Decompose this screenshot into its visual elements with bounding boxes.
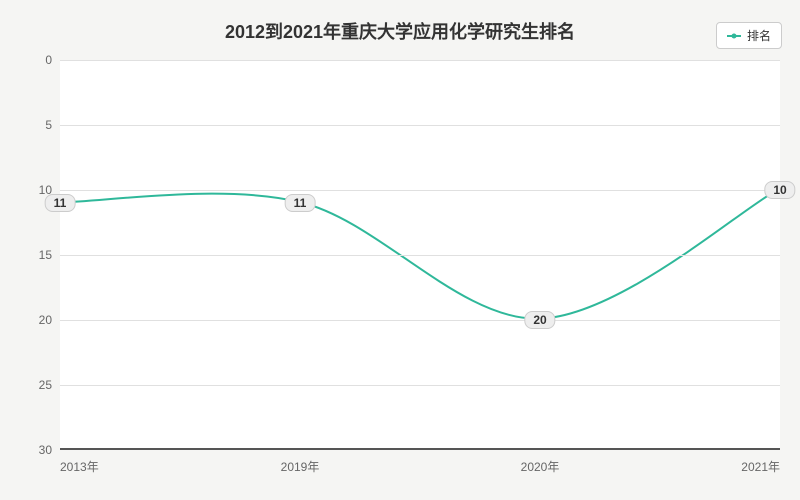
gridline bbox=[60, 190, 780, 191]
data-point-label: 20 bbox=[524, 311, 555, 329]
chart-title: 2012到2021年重庆大学应用化学研究生排名 bbox=[225, 18, 575, 44]
y-tick-label: 20 bbox=[39, 313, 52, 327]
data-point-label: 10 bbox=[764, 181, 795, 199]
x-tick-label: 2013年 bbox=[60, 458, 99, 475]
gridline bbox=[60, 125, 780, 126]
y-tick-label: 5 bbox=[45, 118, 52, 132]
x-tick-label: 2020年 bbox=[521, 458, 560, 475]
x-tick-label: 2021年 bbox=[741, 458, 780, 475]
y-tick-label: 30 bbox=[39, 443, 52, 457]
plot-area: 0510152025302013年2019年2020年2021年11112010 bbox=[60, 60, 780, 450]
legend-label: 排名 bbox=[747, 27, 771, 44]
y-tick-label: 0 bbox=[45, 53, 52, 67]
chart-container: 2012到2021年重庆大学应用化学研究生排名 排名 0 5 10 15 20 25 30 2… bbox=[0, 0, 800, 500]
legend: 排名 bbox=[716, 22, 782, 49]
gridline bbox=[60, 320, 780, 321]
gridline bbox=[60, 385, 780, 386]
y-tick-label: 15 bbox=[39, 248, 52, 262]
legend-marker-icon bbox=[727, 35, 741, 37]
line-layer bbox=[60, 60, 780, 448]
gridline bbox=[60, 60, 780, 61]
y-tick-label: 25 bbox=[39, 378, 52, 392]
data-point-label: 11 bbox=[285, 194, 316, 212]
data-point-label: 11 bbox=[45, 194, 76, 212]
gridline bbox=[60, 255, 780, 256]
x-tick-label: 2019年 bbox=[281, 458, 320, 475]
